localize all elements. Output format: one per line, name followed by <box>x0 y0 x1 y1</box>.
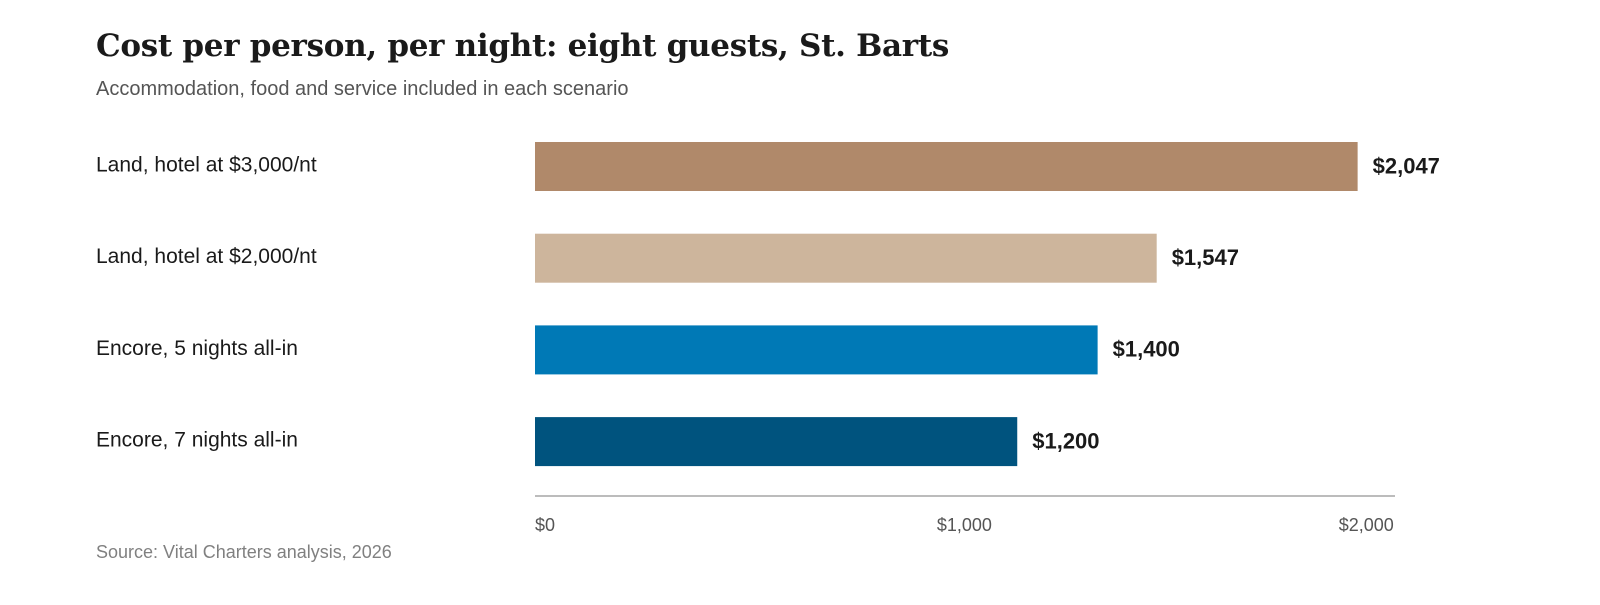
value-labels: $2,047 $1,547 $1,400 $1,200 <box>1032 153 1440 453</box>
value-label: $1,547 <box>1172 245 1239 270</box>
source-note: Source: Vital Charters analysis, 2026 <box>96 542 392 562</box>
category-label: Land, hotel at $3,000/nt <box>96 154 317 177</box>
tick-label: $1,000 <box>937 515 992 535</box>
value-label: $1,200 <box>1032 428 1099 453</box>
category-label: Encore, 5 nights all-in <box>96 337 298 360</box>
tick-label: $0 <box>535 515 555 535</box>
bar <box>535 417 1018 467</box>
tick-label: $2,000 <box>1339 515 1394 535</box>
value-label: $1,400 <box>1113 337 1180 362</box>
bar <box>535 233 1157 283</box>
x-axis-ticks: $0 $1,000 $2,000 <box>535 515 1394 535</box>
value-label: $2,047 <box>1373 153 1440 178</box>
category-label: Encore, 7 nights all-in <box>96 429 298 452</box>
category-label: Land, hotel at $2,000/nt <box>96 245 317 268</box>
category-labels: Land, hotel at $3,000/nt Land, hotel at $… <box>96 154 317 452</box>
bars <box>535 142 1358 467</box>
chart-subtitle: Accommodation, food and service included… <box>96 78 629 100</box>
chart-title: Cost per person, per night: eight guests… <box>96 28 949 64</box>
bar <box>535 325 1098 375</box>
bar <box>535 142 1358 191</box>
